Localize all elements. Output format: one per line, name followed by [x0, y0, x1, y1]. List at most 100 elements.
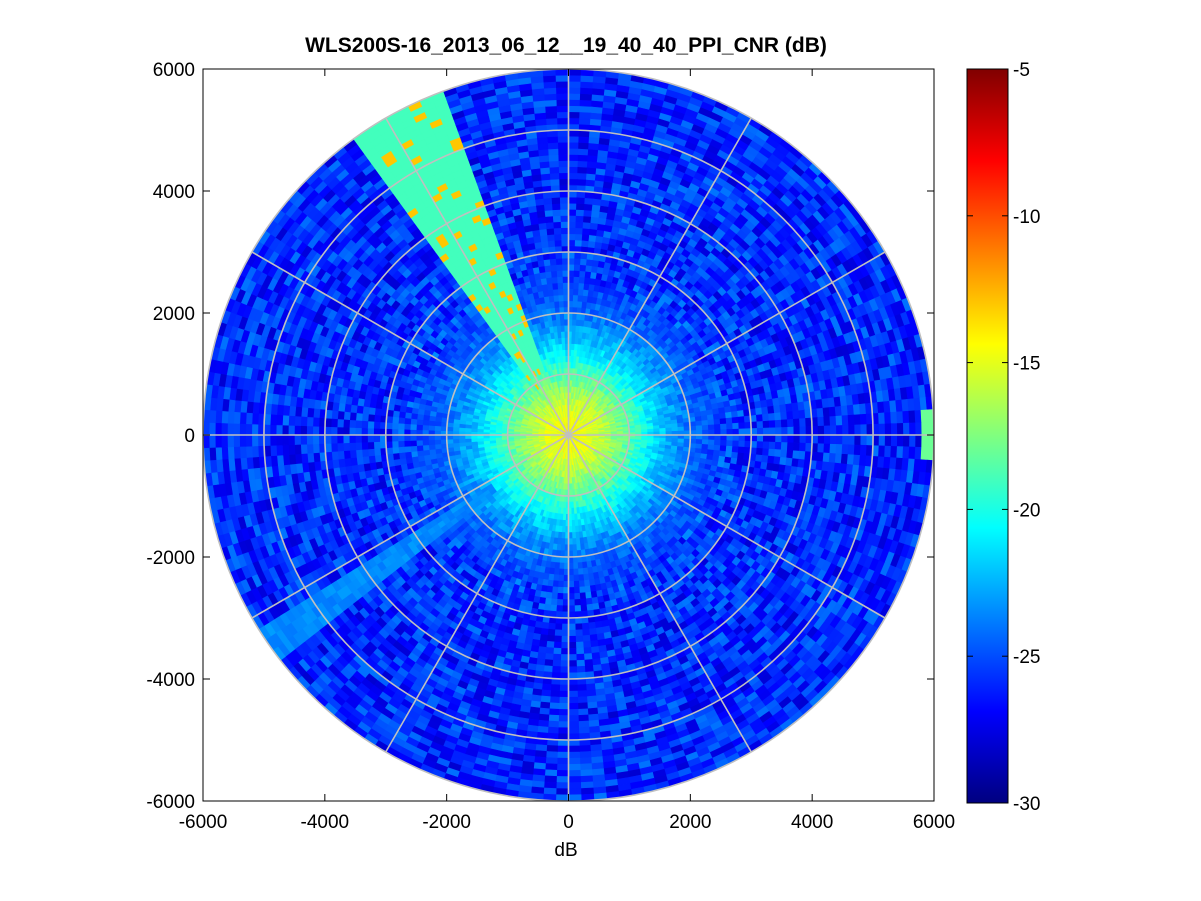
heatmap-cell — [836, 425, 843, 436]
heatmap-cell — [744, 434, 752, 442]
heatmap-cell — [755, 414, 764, 423]
heatmap-cell — [842, 424, 850, 436]
heatmap-cell — [846, 404, 855, 416]
heatmap-cell — [914, 446, 922, 461]
heatmap-cell — [756, 434, 764, 443]
cnr-heatmap — [203, 69, 934, 801]
heatmap-cell — [575, 227, 584, 235]
heatmap-cell — [582, 227, 591, 236]
heatmap-cell — [786, 411, 794, 420]
heatmap-cell — [896, 422, 904, 436]
heatmap-cell — [583, 215, 592, 223]
heatmap-cell — [578, 142, 590, 150]
heatmap-cell — [568, 227, 577, 235]
heatmap-cell — [762, 413, 770, 422]
heatmap-cell — [573, 276, 580, 284]
heatmap-cell — [713, 444, 721, 452]
heatmap-cell — [823, 443, 831, 454]
heatmap-cell — [781, 434, 789, 443]
heatmap-cell — [713, 418, 721, 426]
heatmap-cell — [878, 434, 886, 447]
heatmap-cell — [665, 427, 673, 432]
heatmap-cell — [744, 428, 752, 436]
heatmap-cell — [707, 419, 715, 426]
heatmap-cell — [587, 148, 599, 157]
heatmap-cell — [878, 445, 886, 458]
heatmap-cell — [763, 427, 770, 436]
heatmap-cell — [659, 427, 667, 433]
heatmap-cell — [707, 439, 715, 446]
heatmap-cell — [574, 239, 583, 247]
heatmap-cell — [909, 434, 917, 448]
heatmap-cell — [793, 418, 801, 428]
heatmap-cell — [568, 135, 580, 143]
heatmap-cell — [653, 428, 661, 433]
heatmap-cell — [769, 434, 776, 443]
heatmap-cell — [884, 412, 892, 425]
heatmap-cell — [732, 434, 740, 442]
heatmap-cell — [725, 445, 733, 453]
heatmap-cell — [890, 411, 898, 425]
heatmap-cell — [823, 416, 831, 427]
heatmap-cell — [787, 434, 795, 444]
heatmap-cell — [737, 452, 745, 460]
heatmap-cell — [774, 441, 782, 451]
heatmap-cell — [854, 434, 862, 446]
heatmap-cell — [568, 141, 580, 149]
heatmap-cell — [840, 453, 849, 465]
heatmap-cell — [780, 442, 788, 451]
heatmap-cell — [568, 245, 576, 253]
heatmap-cell — [568, 166, 579, 174]
heatmap-cell — [834, 453, 843, 465]
heatmap-cell — [568, 80, 582, 88]
heatmap-cell — [731, 446, 739, 454]
heatmap-cell — [575, 215, 585, 223]
heatmap-cell — [575, 221, 584, 229]
heatmap-cell — [574, 233, 583, 241]
heatmap-cell — [755, 447, 764, 456]
heatmap-cell — [828, 406, 837, 418]
heatmap-cell — [793, 426, 801, 436]
heatmap-cell — [568, 111, 581, 119]
heatmap-cell — [780, 419, 788, 428]
heatmap-cell — [816, 407, 825, 418]
heatmap-cell — [835, 444, 843, 455]
heatmap-cell — [921, 422, 929, 436]
heatmap-cell — [568, 208, 577, 216]
heatmap-cell — [582, 221, 592, 230]
heatmap-cell — [707, 424, 715, 431]
heatmap-cell — [847, 414, 855, 426]
heatmap-cell — [718, 412, 727, 420]
heatmap-cell — [732, 422, 740, 430]
heatmap-cell — [781, 427, 789, 436]
heatmap-cell — [572, 294, 579, 302]
heatmap-cell — [576, 203, 585, 211]
heatmap-cell — [726, 440, 734, 447]
heatmap-cell — [896, 411, 904, 424]
heatmap-cell — [568, 160, 579, 168]
heatmap-cell — [577, 166, 588, 174]
heatmap-cell — [762, 448, 770, 457]
heatmap-cell — [720, 423, 728, 430]
heatmap-cell — [915, 422, 923, 436]
heatmap-cell — [725, 411, 733, 419]
chart-title: WLS200S-16_2013_06_12__19_40_40_PPI_CNR … — [305, 34, 827, 57]
heatmap-cell — [896, 446, 904, 459]
heatmap-cell — [573, 270, 581, 278]
heatmap-cell — [859, 413, 868, 426]
heatmap-cell — [568, 196, 578, 204]
heatmap-cell — [890, 423, 898, 436]
heatmap-cell — [568, 251, 576, 259]
heatmap-cell — [585, 179, 596, 187]
heatmap-cell — [798, 409, 806, 420]
heatmap-cell — [568, 257, 575, 265]
heatmap-cell — [579, 270, 587, 278]
heatmap-cell — [576, 196, 586, 205]
heatmap-cell — [586, 160, 598, 169]
heatmap-cell — [580, 258, 588, 266]
heatmap-cell — [568, 86, 581, 94]
heatmap-cell — [755, 407, 763, 416]
heatmap-cell — [568, 154, 579, 161]
heatmap-cell — [588, 234, 597, 243]
